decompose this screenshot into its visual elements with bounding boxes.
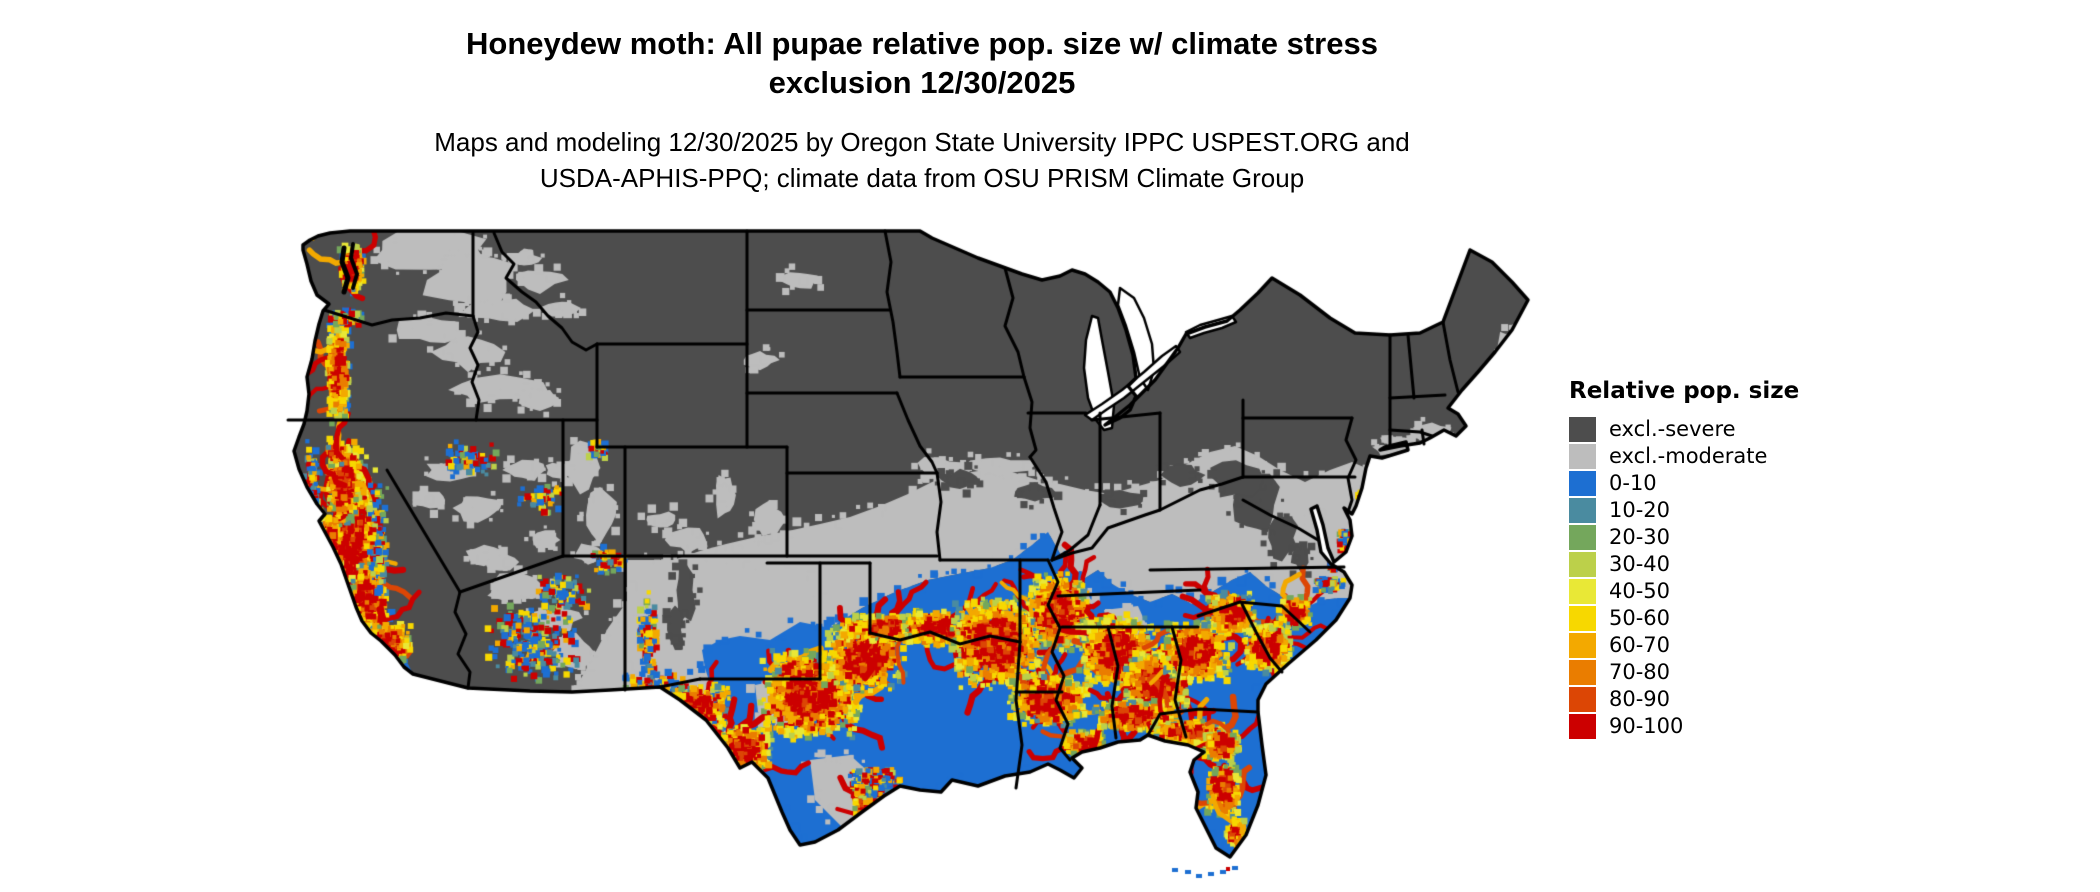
chart-subtitle-line1: Maps and modeling 12/30/2025 by Oregon S… [434,127,1410,157]
map-legend: Relative pop. size excl.-severe excl.-mod… [1569,378,1889,740]
legend-color-swatch [1569,713,1596,739]
legend-item: 70-80 [1569,659,1889,685]
legend-color-swatch [1569,632,1596,658]
legend-color-swatch [1569,443,1596,469]
legend-color-swatch [1569,470,1596,496]
legend-item: excl.-moderate [1569,443,1889,469]
legend-color-swatch [1569,551,1596,577]
legend-title: Relative pop. size [1569,378,1800,404]
legend-color-swatch [1569,605,1596,631]
legend-color-swatch [1569,659,1596,685]
legend-item-label: excl.-severe [1609,417,1736,441]
legend-item-label: 70-80 [1609,660,1671,684]
legend-item: 60-70 [1569,632,1889,658]
legend-color-swatch [1569,578,1596,604]
legend-item-label: 60-70 [1609,633,1671,657]
legend-item-label: 0-10 [1609,471,1657,495]
legend-item-label: 50-60 [1609,606,1671,630]
legend-item-label: 20-30 [1609,525,1671,549]
chart-title: Honeydew moth: All pupae relative pop. s… [222,24,1622,102]
legend-item: 80-90 [1569,686,1889,712]
legend-item-label: 30-40 [1609,552,1671,576]
legend-item-label: 40-50 [1609,579,1671,603]
legend-item: 20-30 [1569,524,1889,550]
legend-item-label: excl.-moderate [1609,444,1768,468]
legend-item: 90-100 [1569,713,1889,739]
chart-title-line2: exclusion 12/30/2025 [768,65,1076,100]
legend-item-label: 90-100 [1609,714,1684,738]
legend-color-swatch [1569,416,1596,442]
chart-subtitle: Maps and modeling 12/30/2025 by Oregon S… [222,124,1622,196]
legend-color-swatch [1569,497,1596,523]
legend-item: 30-40 [1569,551,1889,577]
legend-item: excl.-severe [1569,416,1889,442]
chart-title-line1: Honeydew moth: All pupae relative pop. s… [466,26,1378,61]
legend-color-swatch [1569,524,1596,550]
legend-color-swatch [1569,686,1596,712]
legend-item: 40-50 [1569,578,1889,604]
legend-rows: excl.-severe excl.-moderate 0-10 10-20 20-30… [1569,416,1889,739]
legend-item: 50-60 [1569,605,1889,631]
legend-item-label: 10-20 [1609,498,1671,522]
legend-item-label: 80-90 [1609,687,1671,711]
legend-item: 0-10 [1569,470,1889,496]
chart-subtitle-line2: USDA-APHIS-PPQ; climate data from OSU PR… [539,163,1305,193]
legend-item: 10-20 [1569,497,1889,523]
